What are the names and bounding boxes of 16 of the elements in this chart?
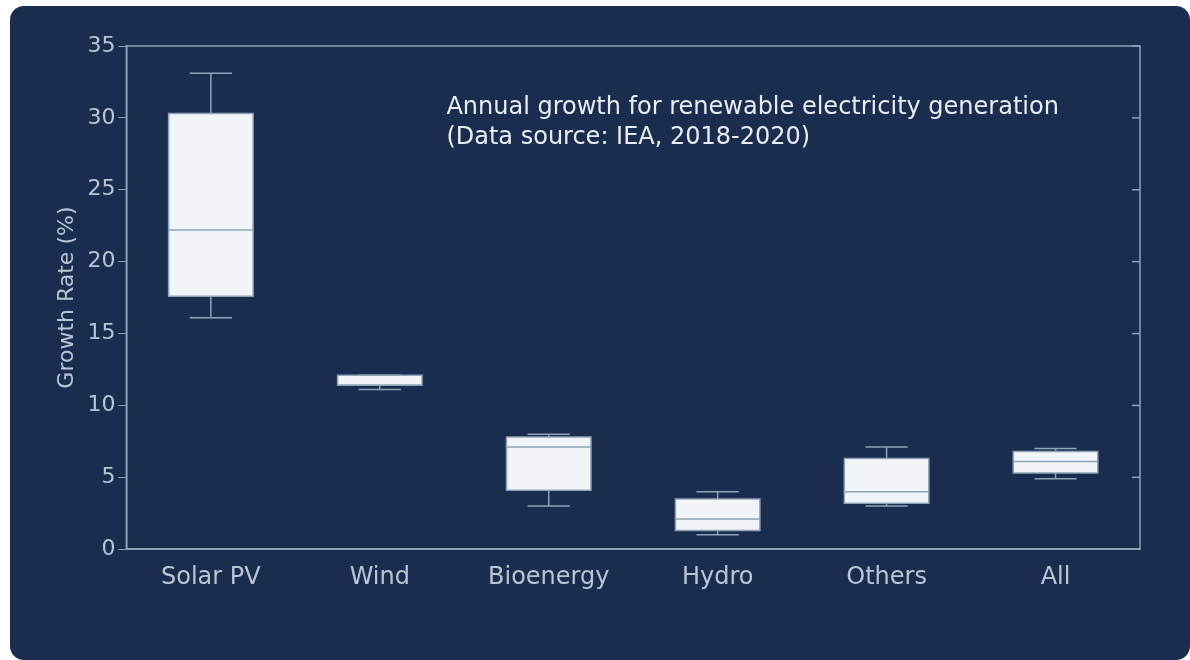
x-tick-label: Bioenergy (488, 561, 610, 590)
x-tick-label: Wind (349, 561, 410, 590)
x-tick-label: Hydro (681, 561, 754, 590)
y-tick-label: 20 (87, 247, 116, 273)
y-tick-label: 5 (101, 463, 116, 489)
x-tick-label: Solar PV (161, 561, 262, 590)
y-axis-title: Growth Rate (%) (52, 206, 78, 389)
y-tick-label: 35 (87, 31, 116, 57)
text: Annual growth for renewable electricity generation (Data source: IEA, 2018-2020) (446, 92, 1059, 151)
y-tick-label: 25 (87, 175, 116, 201)
y-tick-label: 0 (101, 534, 116, 560)
y-tick-label: 10 (87, 391, 116, 417)
x-tick-label: All (1040, 561, 1071, 590)
y-tick-label: 30 (87, 103, 116, 129)
y-tick-label: 15 (87, 319, 116, 345)
x-tick-label: Others (846, 561, 927, 590)
